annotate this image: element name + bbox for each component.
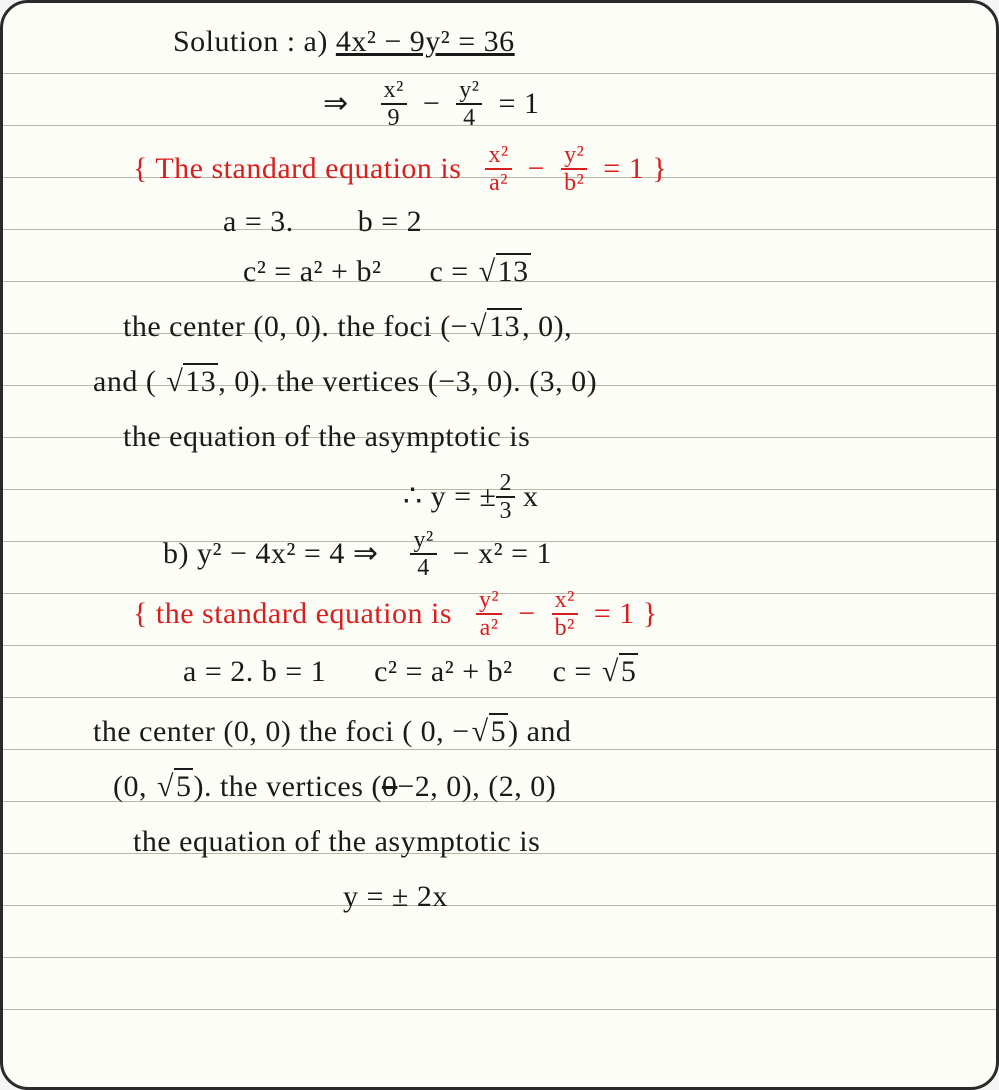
fraction-y2-b2: y²b² [561, 143, 587, 195]
line-center-foci-b: the center (0, 0) the foci ( 0, −5) and [93, 715, 571, 749]
sqrt-13: 13 [468, 310, 522, 344]
text: the center (0, 0). the foci (− [123, 310, 468, 343]
sqrt-5: 5 [155, 770, 193, 804]
line-part-b: b) y² − 4x² = 4 ⇒ y²4 − x² = 1 [163, 530, 552, 582]
strikeout-zero: 0 [382, 770, 398, 803]
line-c-calc: c² = a² + b² c = 13 [243, 255, 531, 289]
text: the equation of the asymptotic is [123, 420, 530, 453]
line-center-foci: the center (0, 0). the foci (−13, 0), [123, 310, 572, 344]
sqrt-5: 5 [600, 655, 638, 689]
line-foci-vertices-b: (0, 5). the vertices (0−2, 0), (2, 0) [113, 770, 556, 804]
fraction-y2-4: y²4 [410, 528, 436, 580]
arrow: ⇒ [323, 87, 349, 120]
c-equals: c = [429, 255, 476, 288]
sqrt-5: 5 [470, 715, 508, 749]
b-value: b = 2 [358, 205, 422, 238]
text: ∴ y = ± [403, 480, 496, 513]
text: Solution : a) [173, 25, 328, 58]
fraction-2-3: 23 [496, 471, 515, 523]
a-value: a = 3. [223, 205, 294, 238]
equals-1: = 1 [498, 87, 539, 120]
minus: − [423, 87, 440, 120]
fraction-x2-b2: x²b² [552, 588, 578, 640]
line-asymptote-label: the equation of the asymptotic is [123, 420, 530, 454]
fraction-x2-a2: x²a² [485, 143, 511, 195]
text: (0, [113, 770, 155, 803]
line-a2-b1-c: a = 2. b = 1 c² = a² + b² c = 5 [183, 655, 638, 689]
text: ). the vertices ( [193, 770, 381, 803]
equals-1: = 1 } [603, 152, 667, 185]
equals-1: = 1 } [594, 597, 658, 630]
fraction-y2-4: y²4 [456, 78, 482, 130]
c-squared: c² = a² + b² [243, 255, 381, 288]
fraction-x2-9: x²9 [381, 78, 407, 130]
c-equals: c = [553, 655, 600, 688]
rest: − x² = 1 [453, 537, 552, 570]
minus: − [528, 152, 545, 185]
line-asymptote-eq-b: y = ± 2x [343, 880, 448, 914]
line-simplified: ⇒ x²9 − y²4 = 1 [323, 80, 539, 132]
equation: 4x² − 9y² = 36 [336, 25, 515, 58]
text: ) and [508, 715, 571, 748]
line-a3-b2: a = 3. b = 2 [223, 205, 422, 239]
minus: − [518, 597, 535, 630]
text: , 0), [522, 310, 572, 343]
sqrt-13: 13 [477, 255, 531, 289]
sqrt-13: 13 [164, 365, 218, 399]
text: the equation of the asymptotic is [133, 825, 540, 858]
text: , 0). the vertices (−3, 0). (3, 0) [218, 365, 597, 398]
line-standard-eq-y: { the standard equation is y²a² − x²b² =… [133, 590, 658, 642]
line-standard-eq-x: { The standard equation is x²a² − y²b² =… [133, 145, 667, 197]
text: b) y² − 4x² = 4 ⇒ [163, 537, 378, 570]
text: the center (0, 0) the foci ( 0, − [93, 715, 470, 748]
text: −2, 0), (2, 0) [397, 770, 556, 803]
line-solution: Solution : a) 4x² − 9y² = 36 [173, 25, 515, 59]
handwritten-page: Solution : a) 4x² − 9y² = 36 ⇒ x²9 − y²4… [0, 0, 999, 1090]
c-squared: c² = a² + b² [374, 655, 512, 688]
and: and ( [93, 365, 164, 398]
text: { The standard equation is [133, 152, 461, 185]
line-asymptote-label-b: the equation of the asymptotic is [133, 825, 540, 859]
line-foci-vertices: and ( 13, 0). the vertices (−3, 0). (3, … [93, 365, 597, 399]
line-asymptote-eq-a: ∴ y = ±23 x [403, 473, 538, 525]
x: x [515, 480, 539, 513]
fraction-y2-a2: y²a² [476, 588, 502, 640]
text: { the standard equation is [133, 597, 452, 630]
ab: a = 2. b = 1 [183, 655, 326, 688]
text: y = ± 2x [343, 880, 448, 913]
